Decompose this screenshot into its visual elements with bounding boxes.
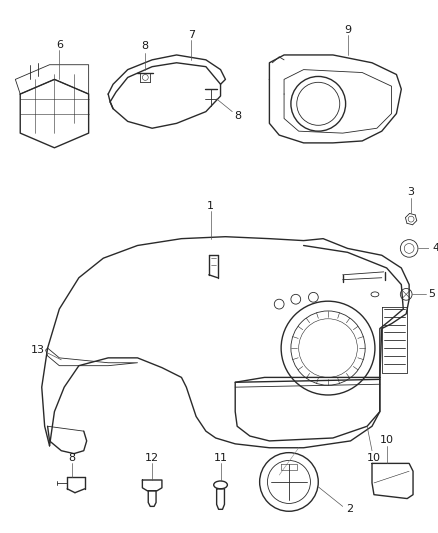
Text: 3: 3 [408,187,415,197]
Text: 5: 5 [428,289,435,300]
Text: 7: 7 [187,30,195,41]
Text: 12: 12 [145,453,159,463]
Text: 6: 6 [56,40,63,50]
Text: 11: 11 [214,453,228,463]
Text: 13: 13 [31,345,45,355]
Text: 9: 9 [344,25,351,35]
Text: 2: 2 [346,504,353,514]
Text: 8: 8 [142,41,149,51]
Text: 10: 10 [380,435,394,445]
Text: 8: 8 [68,453,76,463]
Text: 1: 1 [207,201,214,212]
Text: 10: 10 [367,453,381,463]
Text: 8: 8 [235,110,242,120]
Text: 4: 4 [433,244,438,253]
